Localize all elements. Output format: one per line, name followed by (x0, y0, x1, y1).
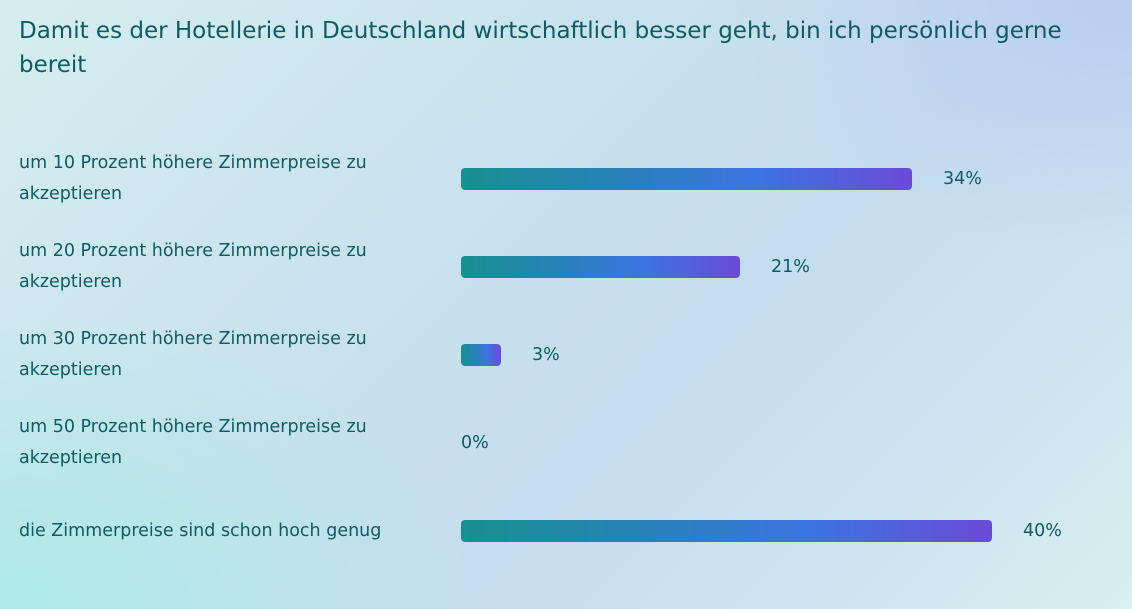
chart-title: Damit es der Hotellerie in Deutschland w… (19, 18, 1062, 78)
data-label: 21% (771, 257, 810, 277)
category-label: die Zimmerpreise sind schon hoch genug (19, 520, 382, 541)
category-label: um 50 Prozent höhere Zimmerpreise zu akz… (19, 417, 367, 468)
bar-row: um 20 Prozent höhere Zimmerpreise zu akz… (0, 232, 1132, 302)
bar-row: die Zimmerpreise sind schon hoch genug 40… (0, 496, 1132, 566)
bar-row: um 50 Prozent höhere Zimmerpreise zu akz… (0, 408, 1132, 478)
bar-row: um 10 Prozent höhere Zimmerpreise zu akz… (0, 144, 1132, 214)
bar-row: um 30 Prozent höhere Zimmerpreise zu akz… (0, 320, 1132, 390)
category-label: um 10 Prozent höhere Zimmerpreise zu akz… (19, 153, 367, 204)
bar (461, 344, 501, 366)
data-label: 0% (461, 433, 489, 453)
data-label: 40% (1023, 521, 1062, 541)
bar (461, 168, 912, 190)
data-label: 34% (943, 169, 982, 189)
category-label: um 20 Prozent höhere Zimmerpreise zu akz… (19, 241, 367, 292)
category-label: um 30 Prozent höhere Zimmerpreise zu akz… (19, 329, 367, 380)
data-label: 3% (532, 345, 560, 365)
bar (461, 520, 992, 542)
bar (461, 256, 740, 278)
